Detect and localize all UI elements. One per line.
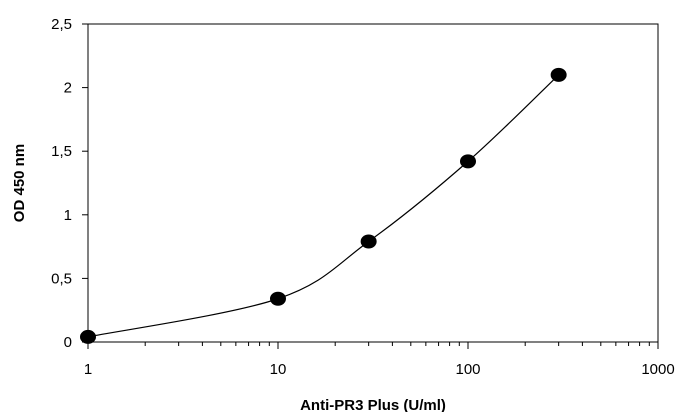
y-tick-label: 2,5	[51, 16, 72, 33]
plot-area-frame	[87, 23, 659, 343]
data-point	[270, 291, 286, 306]
y-tick-label: 1,5	[51, 143, 72, 160]
x-axis-title: Anti-PR3 Plus (U/ml)	[300, 397, 446, 412]
x-tick-label: 100	[455, 361, 480, 378]
x-tick-label: 1000	[641, 361, 674, 378]
y-tick-label: 2	[64, 80, 72, 97]
data-point	[550, 67, 567, 82]
data-point	[460, 154, 476, 169]
x-tick-label: 1	[84, 361, 92, 378]
y-axis-title: OD 450 nm	[11, 144, 28, 222]
y-tick-label: 0,5	[51, 270, 72, 287]
x-tick-label: 10	[270, 361, 287, 378]
data-point	[360, 234, 377, 249]
y-axis-ticks: 0 0,5 1 1,5 2 2,5	[51, 16, 88, 351]
y-tick-label: 1	[64, 207, 72, 224]
points-layer	[80, 67, 567, 344]
data-point	[80, 329, 96, 344]
x-axis-ticks: 1 10 100 1000	[84, 342, 675, 378]
y-tick-label: 0	[64, 334, 72, 351]
